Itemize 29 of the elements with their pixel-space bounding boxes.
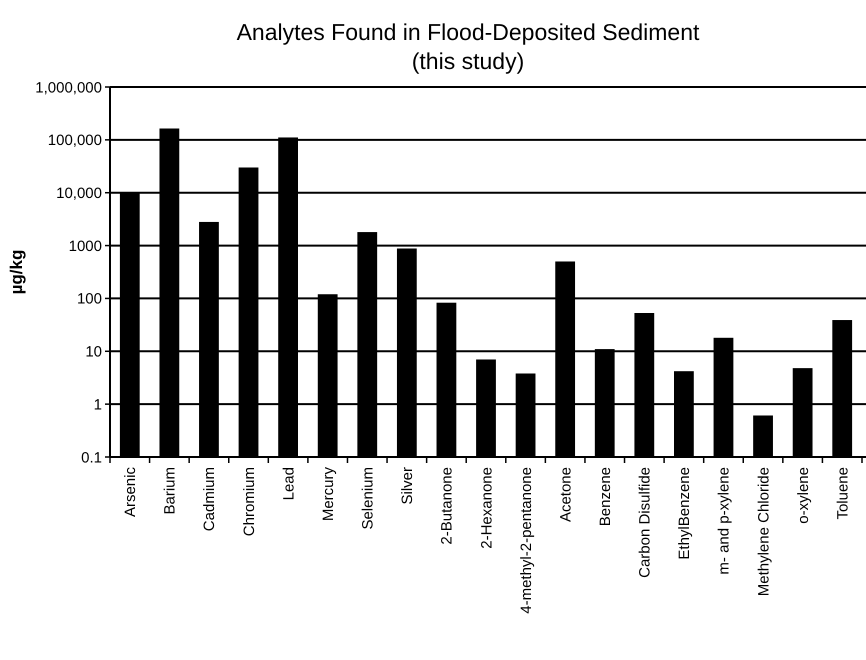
x-tick-label: Barium [162,467,179,515]
x-tick-label: Cadmium [201,467,218,532]
x-tick-label: Silver [399,467,416,505]
x-tick-label: Lead [280,467,298,500]
x-tick-label: Acetone [557,467,574,522]
x-tick-label: 2-Hexanone [478,467,496,549]
y-tick-label: 100,000 [48,132,102,150]
x-tick-label: Selenium [360,467,377,530]
x-tick-label: Carbon Disulfide [636,467,654,578]
x-tick-label: m- and p-xylene [716,467,733,575]
x-tick-label: 4-methyl-2-pentanone [518,467,535,614]
x-tick-label: o-xylene [794,467,812,524]
x-tick-label: Toluene [834,467,852,520]
y-tick-label: 100 [76,290,102,308]
x-tick-label: EthylBenzene [676,467,694,560]
x-tick-label: Mercury [320,466,337,522]
x-tick-label: 2-Butanone [438,467,456,545]
x-tick-label: Chromium [240,467,258,536]
y-tick-label: 1 [94,396,102,414]
y-tick-label: 1,000,000 [35,79,102,96]
y-tick-label: 0.1 [81,449,102,466]
y-tick-label: 10 [85,344,102,361]
chart-title: Analytes Found in Flood-Deposited Sediment (this study) [236,19,700,74]
y-axis-title: µg/kg [7,250,26,294]
x-tick-label: Arsenic [122,466,140,518]
y-tick-label: 1000 [68,238,102,255]
x-tick-label: Methylene Chloride [755,467,772,596]
y-tick-label: 10,000 [56,184,102,202]
x-tick-label: Benzene [596,467,614,526]
